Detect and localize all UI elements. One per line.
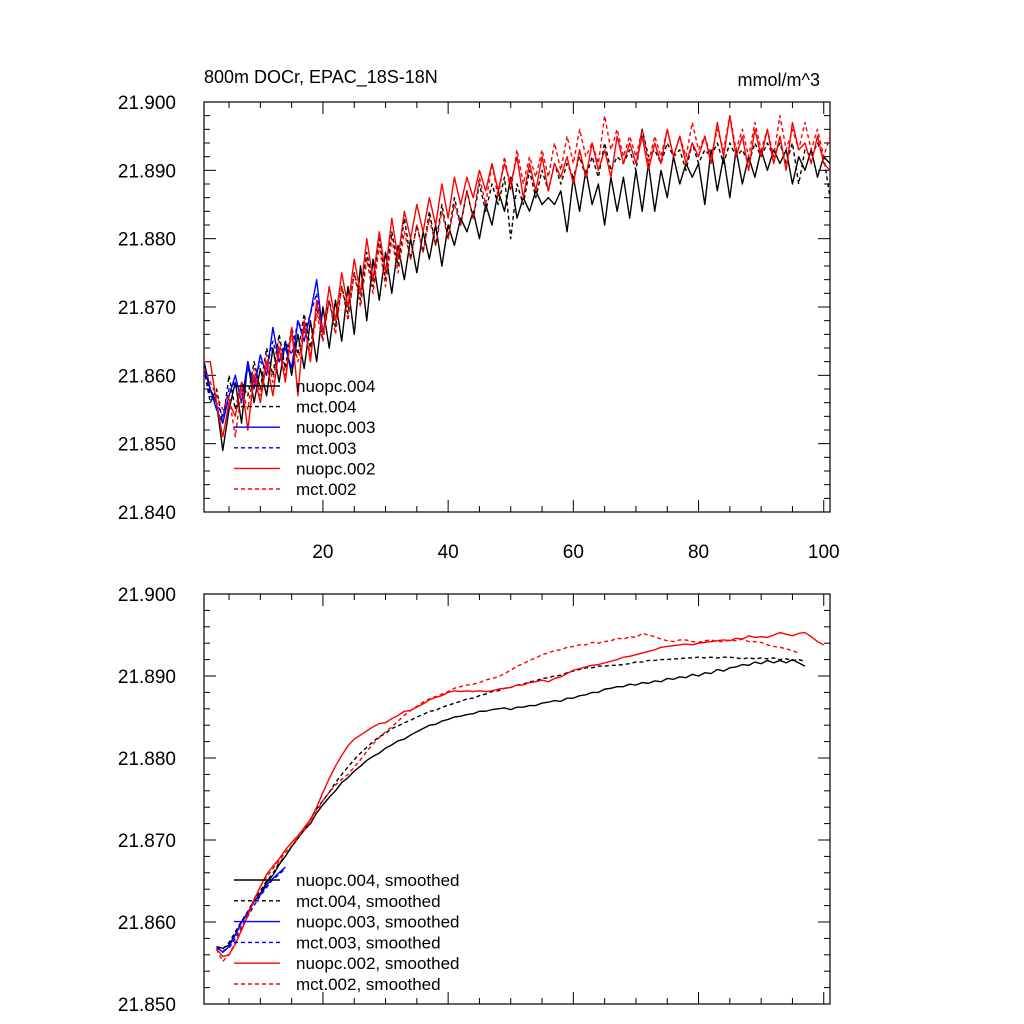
chart-title: 800m DOCr, EPAC_18S-18N [204,67,438,88]
y-tick-label: 21.840 [118,503,176,524]
plot-frame [203,593,831,1005]
y-tick-label: 21.860 [118,913,176,934]
legend-bottom: nuopc.004, smoothed mct.004, smoothed nuop… [234,871,460,994]
legend-label: mct.004 [296,398,356,417]
y-tick-label: 21.880 [118,230,176,251]
x-tick-label: 40 [438,542,459,563]
legend-label: mct.002 [296,480,356,499]
legend-label: nuopc.002, smoothed [296,954,460,973]
x-tick-label: 20 [312,542,333,563]
x-tick-label: 80 [688,542,709,563]
y-tick-label: 21.850 [118,995,176,1016]
legend-label: nuopc.004, smoothed [296,871,460,890]
legend-label: mct.003 [296,439,356,458]
legend-label: nuopc.002 [296,459,375,478]
chart-panel-bottom: 21.850 21.860 21.870 21.880 21.890 21.900 nuo… [118,585,831,1016]
legend-label: mct.002, smoothed [296,975,441,994]
y-tick-label: 21.890 [118,161,176,182]
y-tick-label: 21.900 [118,585,176,606]
y-tick-label: 21.880 [118,749,176,770]
y-tick-label: 21.860 [118,366,176,387]
legend-label: nuopc.003 [296,418,375,437]
chart-units-label: mmol/m^3 [738,70,820,90]
chart-panel-top: 800m DOCr, EPAC_18S-18N mmol/m^3 20 40 60 8… [118,67,840,563]
y-tick-label: 21.850 [118,435,176,456]
series-line-mct-003-smoothed [216,868,286,952]
series-line-mct-004 [204,128,830,424]
plot-area-top: 20 40 60 80 100 21.840 21.850 21.860 21.870 21.88… [118,93,840,563]
y-tick-label: 21.870 [118,831,176,852]
series-line-nuopc-004-smoothed [216,658,806,949]
legend-label: mct.003, smoothed [296,933,441,952]
legend-label: nuopc.004 [296,377,375,396]
x-tick-label: 100 [808,542,840,563]
y-tick-label: 21.870 [118,298,176,319]
x-tick-label: 60 [563,542,584,563]
legend-label: nuopc.003, smoothed [296,913,460,932]
plot-area-bottom: 21.850 21.860 21.870 21.880 21.890 21.900 [118,585,831,1016]
legend-label: mct.004, smoothed [296,892,441,911]
y-tick-label: 21.900 [118,93,176,114]
y-tick-label: 21.890 [118,667,176,688]
series-line-mct-002-smoothed [215,632,799,963]
series-line-nuopc-002-smoothed [215,631,825,958]
